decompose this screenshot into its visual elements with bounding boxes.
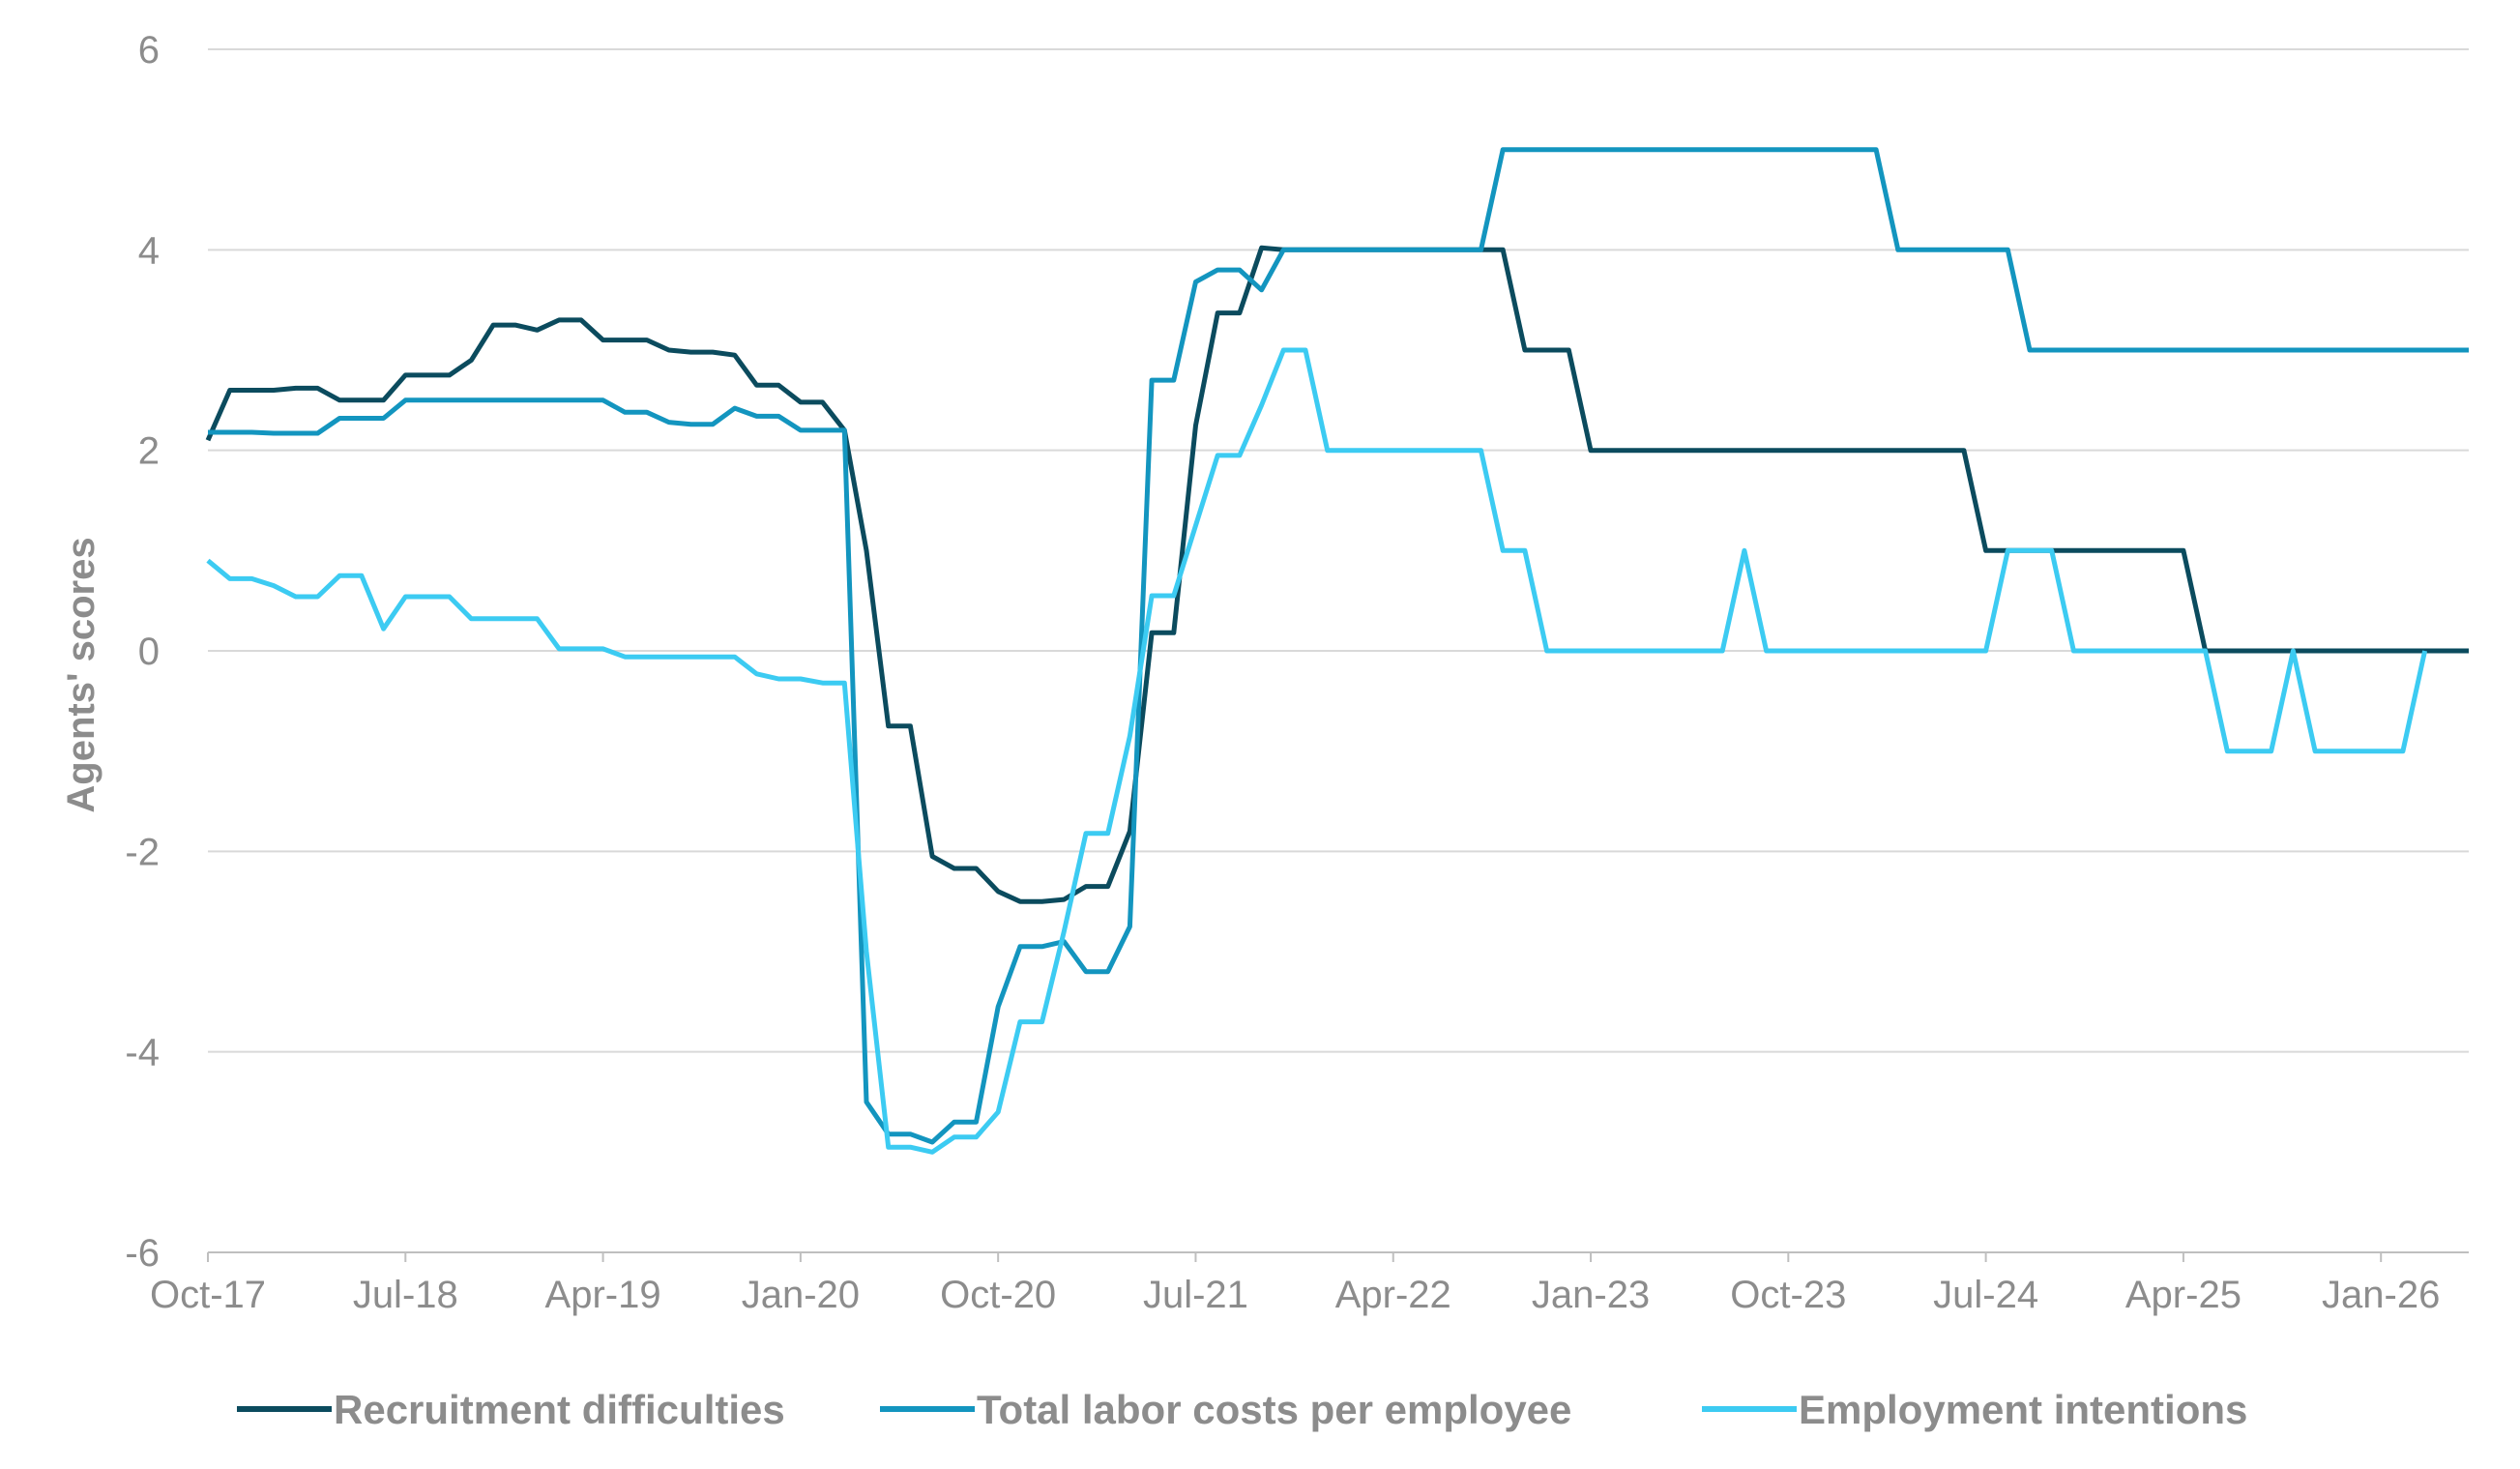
x-axis-ticks: Oct-17 Jul-18 Apr-19 Jan-20 Oct-20 Jul-21 Apr-…	[150, 1252, 2440, 1316]
x-tick-label: Oct-23	[1730, 1274, 1846, 1316]
y-tick-label: 2	[138, 430, 160, 473]
x-tick-label: Jul-24	[1933, 1274, 2038, 1316]
x-tick-label: Apr-22	[1335, 1274, 1451, 1316]
x-tick-label: Jul-18	[353, 1274, 458, 1316]
y-tick-label: -6	[125, 1232, 160, 1275]
y-tick-label: 4	[138, 229, 160, 272]
x-tick-label: Jan-20	[742, 1274, 860, 1316]
x-tick-label: Jul-21	[1143, 1274, 1248, 1316]
series-line-3	[206, 347, 2428, 1155]
legend-label: Recruitment difficulties	[334, 1387, 785, 1432]
y-axis-ticks: -6 -4 -2 0 2 4 6	[125, 29, 160, 1275]
series-lines	[205, 147, 2469, 1155]
legend: Recruitment difficulties Total labor cost…	[237, 1387, 2247, 1432]
x-tick-label: Apr-19	[545, 1274, 661, 1316]
x-tick-label: Oct-17	[150, 1274, 266, 1316]
y-tick-label: 6	[138, 29, 160, 72]
series-line-1	[205, 245, 2469, 904]
y-tick-label: 0	[138, 631, 160, 673]
y-tick-label: -2	[125, 831, 160, 873]
x-tick-label: Apr-25	[2125, 1274, 2242, 1316]
x-tick-label: Jan-23	[1532, 1274, 1650, 1316]
series-line-2	[208, 147, 2469, 1145]
y-tick-label: -4	[125, 1032, 160, 1074]
legend-label: Employment intentions	[1799, 1387, 2247, 1432]
legend-label: Total labor costs per employee	[977, 1387, 1571, 1432]
x-tick-label: Oct-20	[940, 1274, 1056, 1316]
x-tick-label: Jan-26	[2322, 1274, 2440, 1316]
y-axis-label: Agents' scores	[60, 537, 103, 812]
